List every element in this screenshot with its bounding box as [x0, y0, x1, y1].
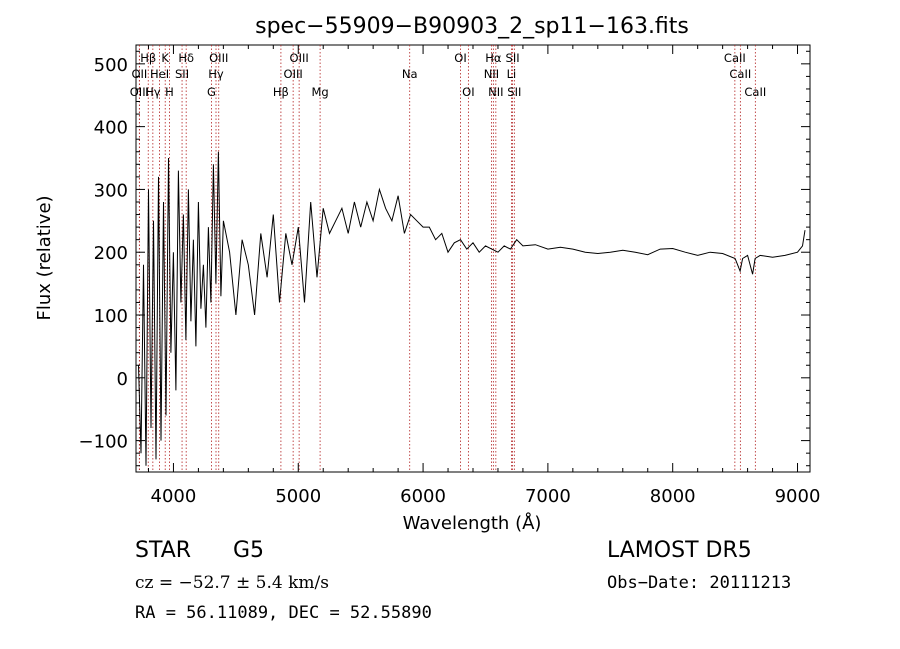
line-label: OIII [284, 67, 303, 81]
x-tick-label: 8000 [650, 486, 696, 507]
emission-line-markers [138, 45, 756, 472]
line-label: K [161, 51, 169, 65]
y-tick-label: 200 [94, 243, 128, 264]
x-tick-label: 6000 [400, 486, 446, 507]
x-tick-label: 5000 [275, 486, 321, 507]
x-tick-label: 7000 [525, 486, 571, 507]
line-label: SII [507, 85, 521, 99]
line-label: Hβ [273, 85, 289, 99]
x-tick-label: 9000 [775, 486, 821, 507]
line-label: CaII [744, 85, 766, 99]
line-label: Na [402, 67, 418, 81]
y-tick-label: 400 [94, 118, 128, 139]
line-label: OI [454, 51, 466, 65]
x-axis: 4000 5000 6000 7000 8000 9000 [147, 45, 821, 507]
line-label: CaII [724, 51, 746, 65]
redshift-cz: cz = −52.7 ± 5.4 km/s [135, 573, 329, 593]
object-subclass: G5 [233, 538, 265, 563]
y-axis-label: Flux (relative) [34, 195, 55, 320]
line-label: SII [175, 67, 189, 81]
y-tick-label: 300 [94, 180, 128, 201]
x-tick-label: 4000 [151, 486, 197, 507]
line-label: Li [507, 67, 517, 81]
line-label: NII [488, 85, 503, 99]
line-label: Hα [485, 51, 502, 65]
x-axis-label: Wavelength (Å) [403, 512, 542, 534]
sky-coordinates: RA = 56.11089, DEC = 52.55890 [135, 603, 432, 623]
line-label: Mg [311, 85, 328, 99]
line-label: HeI [150, 67, 169, 81]
y-tick-label: 100 [94, 306, 128, 327]
line-label: Hβ [140, 51, 156, 65]
chart-title: spec−55909−B90903_2_sp11−163.fits [255, 14, 689, 39]
line-label: Hγ [145, 85, 161, 99]
y-axis: −100 0 100 200 300 400 500 [79, 50, 810, 467]
observation-date: Obs−Date: 20111213 [607, 573, 792, 593]
line-label: OI [462, 85, 474, 99]
line-label: NII [484, 67, 499, 81]
line-label: CaII [729, 67, 751, 81]
y-tick-label: 0 [117, 369, 128, 390]
line-label: OIII [209, 51, 228, 65]
line-label: Hγ [208, 67, 224, 81]
line-label: OII [131, 67, 147, 81]
spectrum-line [138, 151, 806, 466]
line-label: H [165, 85, 174, 99]
y-tick-label: −100 [79, 432, 128, 453]
line-label: OIII [290, 51, 309, 65]
object-class: STAR [135, 538, 192, 563]
line-label: G [207, 85, 216, 99]
line-label: Hδ [178, 51, 194, 65]
line-label: OIII [130, 85, 149, 99]
line-label: SII [506, 51, 520, 65]
y-tick-label: 500 [94, 55, 128, 76]
plot-frame [135, 44, 811, 473]
survey-name: LAMOST DR5 [607, 538, 752, 563]
